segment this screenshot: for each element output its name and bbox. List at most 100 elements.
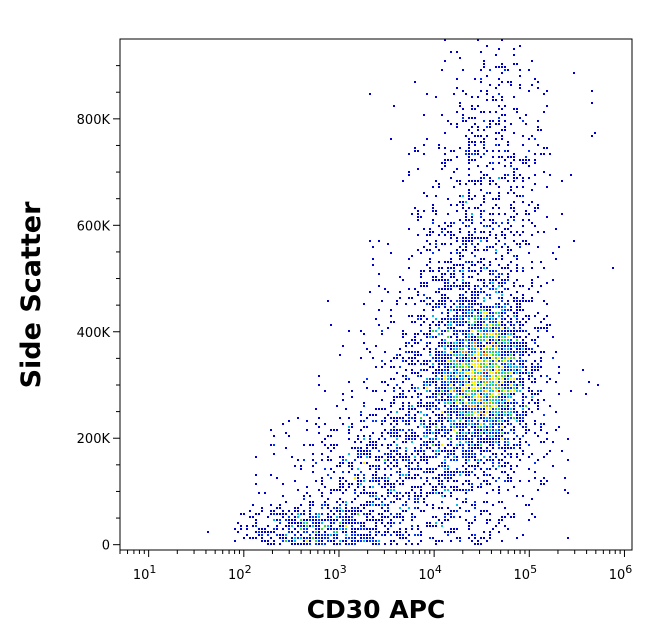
event-point <box>501 234 503 236</box>
event-point <box>360 528 362 530</box>
event-point <box>525 366 527 368</box>
event-point <box>558 246 560 248</box>
event-point <box>333 429 335 431</box>
event-point <box>528 354 530 356</box>
event-point <box>456 504 458 506</box>
event-point <box>462 315 464 317</box>
event-point <box>417 495 419 497</box>
event-point <box>432 378 434 380</box>
event-point <box>351 543 353 545</box>
event-point <box>516 258 518 260</box>
event-point <box>513 432 515 434</box>
event-point <box>507 513 509 515</box>
event-point <box>333 528 335 530</box>
event-point <box>492 444 494 446</box>
event-point <box>447 354 449 356</box>
event-point <box>477 399 479 401</box>
event-point <box>453 375 455 377</box>
event-point <box>405 420 407 422</box>
event-point <box>507 228 509 230</box>
event-point <box>528 300 530 302</box>
event-point <box>444 300 446 302</box>
event-point <box>477 459 479 461</box>
event-point <box>396 396 398 398</box>
event-point <box>414 450 416 452</box>
event-point <box>546 186 548 188</box>
event-point <box>513 153 515 155</box>
event-point <box>486 294 488 296</box>
event-point <box>510 294 512 296</box>
event-point <box>492 351 494 353</box>
event-point <box>540 321 542 323</box>
event-point <box>261 534 263 536</box>
event-point <box>519 246 521 248</box>
event-point <box>390 378 392 380</box>
event-point <box>486 492 488 494</box>
event-point <box>522 159 524 161</box>
event-point <box>540 357 542 359</box>
event-point <box>285 525 287 527</box>
event-point <box>483 333 485 335</box>
event-point <box>414 417 416 419</box>
event-point <box>471 336 473 338</box>
event-point <box>456 498 458 500</box>
event-point <box>477 426 479 428</box>
event-point <box>468 471 470 473</box>
event-point <box>384 468 386 470</box>
event-point <box>270 504 272 506</box>
event-point <box>489 234 491 236</box>
event-point <box>504 330 506 332</box>
event-point <box>504 126 506 128</box>
event-point <box>441 273 443 275</box>
event-point <box>375 459 377 461</box>
event-point <box>510 456 512 458</box>
event-point <box>474 411 476 413</box>
event-point <box>258 531 260 533</box>
event-point <box>483 414 485 416</box>
event-point <box>336 537 338 539</box>
event-point <box>288 435 290 437</box>
event-point <box>477 285 479 287</box>
event-point <box>393 420 395 422</box>
event-point <box>483 279 485 281</box>
event-point <box>504 456 506 458</box>
event-point <box>318 375 320 377</box>
event-point <box>423 423 425 425</box>
event-point <box>510 189 512 191</box>
event-point <box>405 435 407 437</box>
event-point <box>504 387 506 389</box>
event-point <box>447 213 449 215</box>
event-point <box>504 414 506 416</box>
event-point <box>357 474 359 476</box>
event-point <box>480 408 482 410</box>
event-point <box>435 453 437 455</box>
event-point <box>339 498 341 500</box>
event-point <box>498 384 500 386</box>
event-point <box>420 468 422 470</box>
event-point <box>483 390 485 392</box>
event-point <box>489 426 491 428</box>
event-point <box>438 399 440 401</box>
event-point <box>459 360 461 362</box>
event-point <box>360 441 362 443</box>
event-point <box>531 393 533 395</box>
event-point <box>357 456 359 458</box>
event-point <box>522 417 524 419</box>
event-point <box>390 462 392 464</box>
event-point <box>426 285 428 287</box>
event-point <box>480 309 482 311</box>
event-point <box>285 447 287 449</box>
event-point <box>483 510 485 512</box>
event-point <box>408 378 410 380</box>
event-point <box>318 528 320 530</box>
event-point <box>504 267 506 269</box>
event-point <box>495 441 497 443</box>
event-point <box>435 180 437 182</box>
event-point <box>450 450 452 452</box>
event-point <box>447 408 449 410</box>
event-point <box>489 441 491 443</box>
event-point <box>495 99 497 101</box>
event-point <box>336 519 338 521</box>
event-point <box>297 513 299 515</box>
event-point <box>351 501 353 503</box>
